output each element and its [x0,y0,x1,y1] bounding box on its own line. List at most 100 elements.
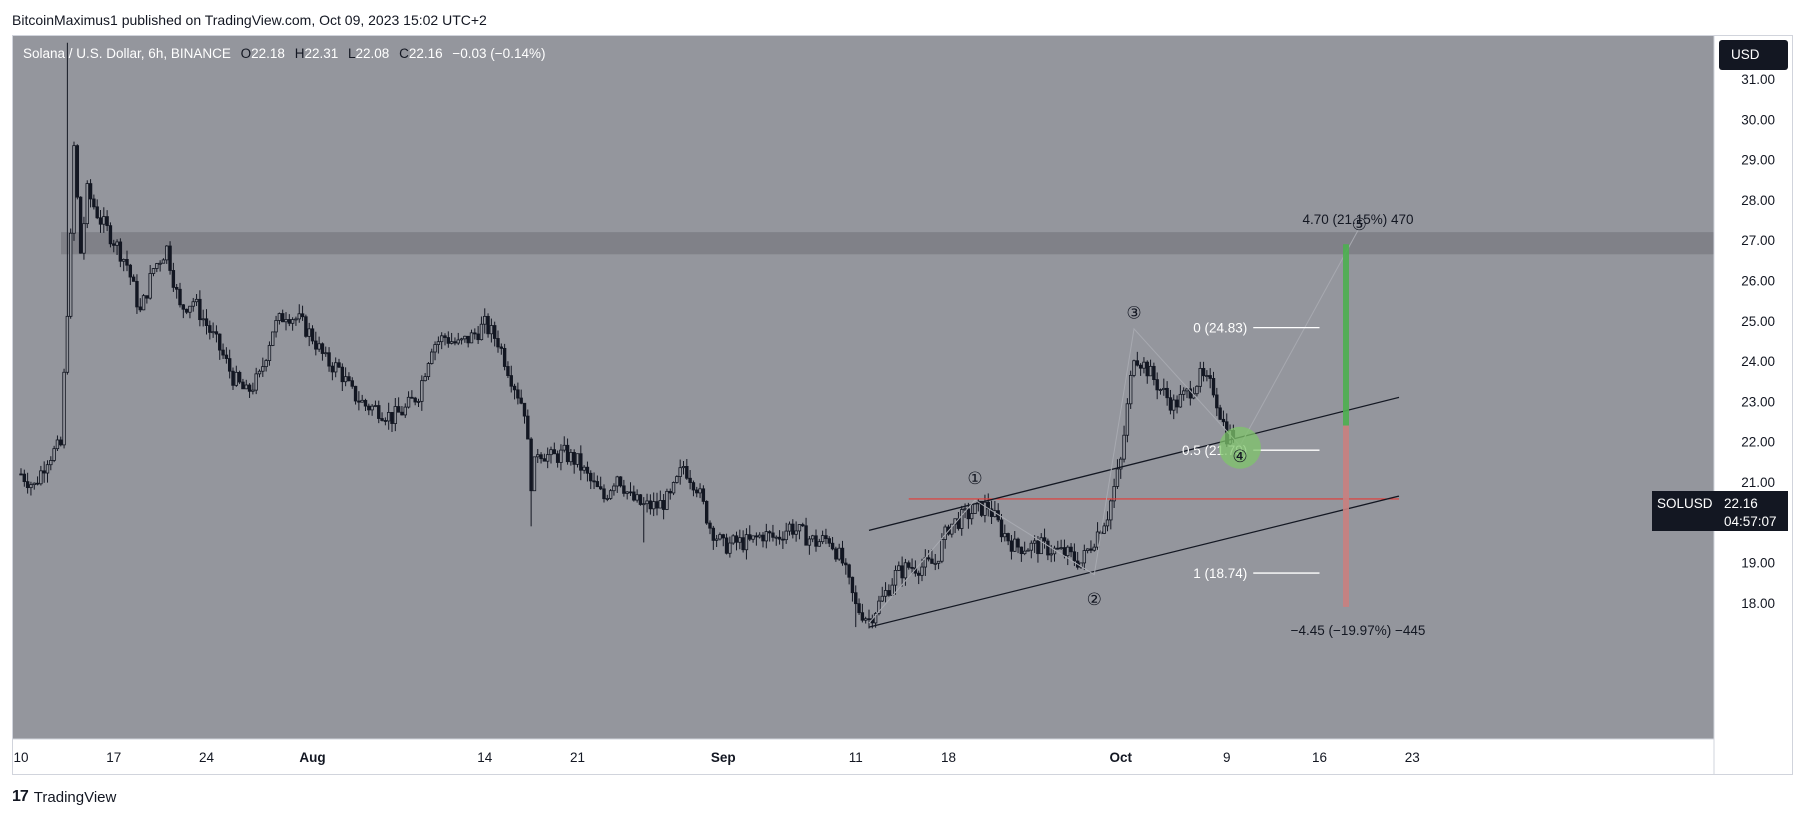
candle-body [1095,531,1100,548]
candle-body [655,501,659,509]
candle-body [532,456,537,492]
candle-body [479,323,484,341]
candle-body [1211,378,1216,396]
candle-body [317,343,321,350]
candle-body [168,245,172,271]
candle-body [774,536,778,539]
candle-body [108,225,113,245]
candle-body [188,305,192,313]
candle-body [807,538,812,546]
candle-body [989,508,994,517]
channel-upper-line[interactable] [868,396,1400,531]
candle-body [708,522,712,529]
candle-body [1102,525,1106,534]
candle-body [887,590,891,596]
position-tool[interactable]: 4.70 (21.15%) 470 −4.45 (−19.97%) −445 [1291,212,1426,638]
candle-body [804,525,808,546]
candle-body [751,535,755,540]
candle-body [29,484,33,489]
candle-body [648,500,653,510]
chart-frame [12,35,1793,775]
candle-body [897,565,901,571]
wave-label: ① [967,469,982,488]
candle-body [410,396,414,399]
candle-body [817,541,822,547]
fib-level-label: 1 (18.74) [1193,566,1247,581]
candle-body [304,316,308,337]
candle-body [529,438,533,492]
price-axis[interactable]: 31.00 30.00 29.00 28.00 27.00 26.00 25.00 24.00… [1741,72,1775,611]
candle-body [1019,546,1024,555]
candle-body [88,183,93,200]
candle-body [691,482,696,491]
candle-body [1165,387,1169,399]
candle-body [651,501,656,510]
candle-body [1006,533,1010,542]
candle-body [512,385,517,391]
candle-body [827,538,831,544]
ohlc-legend: Solana / U.S. Dollar, 6h, BINANCE O22.18… [23,46,545,61]
candle-body [211,331,215,334]
candle-body [555,453,560,463]
candle-body [814,535,818,547]
candle-body [390,412,394,424]
candle-body [151,268,156,274]
candle-body [784,530,788,541]
candle-body [632,491,636,501]
candle-body [638,494,643,505]
candle-body [271,331,275,346]
candle-body [1201,368,1206,377]
candle-body [357,400,361,403]
candle-body [251,389,255,392]
channel-lower-line[interactable] [868,495,1400,628]
time-axis[interactable]: 10 17 24 Aug 14 21 Sep 11 18 Oct 9 16 23 [13,750,1419,765]
candle-series [19,42,1236,629]
price-tick-label: 22.00 [1741,435,1775,450]
candle-body [622,485,626,494]
candle-body [608,490,613,499]
candle-body [383,420,388,422]
candle-body [148,273,152,299]
candle-body [820,535,825,543]
candle-body [406,396,411,408]
time-tick-label: 11 [849,750,863,765]
candle-body [1032,540,1037,544]
candle-body [85,183,89,225]
candle-body [595,481,600,488]
candle-body [579,453,583,471]
open-value: 22.18 [251,46,285,61]
candle-body [1046,540,1050,556]
candle-body [436,341,441,345]
currency-button[interactable]: USD [1719,40,1788,70]
candle-body [267,345,272,361]
candle-body [128,264,133,278]
candle-body [1003,533,1007,538]
candle-body [1135,360,1140,366]
candle-body [844,562,848,566]
candle-body [877,600,881,614]
candle-body [42,470,46,474]
candle-body [900,565,904,579]
candle-body [194,298,199,303]
symbol-title[interactable]: Solana / U.S. Dollar, 6h, BINANCE [23,46,231,61]
candle-body [592,480,596,483]
candle-body [890,584,894,596]
candle-body [863,618,868,621]
candle-body [333,362,338,373]
candle-body [241,381,245,390]
candle-body [963,508,967,511]
candle-body [1132,360,1136,376]
price-tag-value: 22.16 [1724,496,1758,511]
candle-body [618,476,623,487]
footer-brand[interactable]: 17 TradingView [12,788,116,806]
price-tick-label: 31.00 [1741,72,1775,87]
candle-body [506,366,510,376]
candle-body [794,530,798,535]
price-tick-label: 19.00 [1741,556,1775,571]
candle-body [337,362,341,368]
close-value: 22.16 [408,46,443,61]
candle-body [1142,361,1146,369]
candle-body [439,335,444,343]
candle-body [343,376,348,383]
